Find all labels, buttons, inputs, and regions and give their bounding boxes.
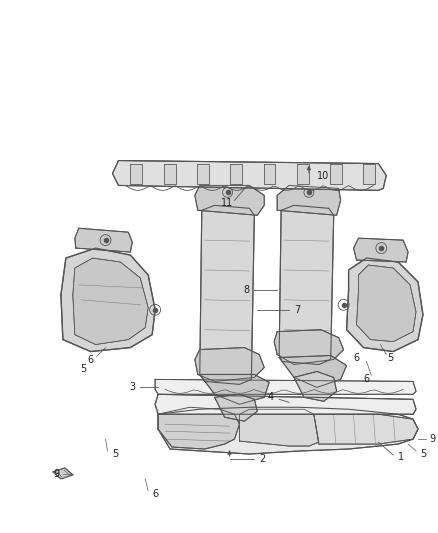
- Polygon shape: [230, 164, 242, 184]
- Text: 4: 4: [268, 392, 274, 402]
- Text: 9: 9: [430, 434, 436, 444]
- Polygon shape: [53, 468, 73, 479]
- Text: 6: 6: [152, 489, 158, 499]
- Text: 5: 5: [420, 449, 426, 459]
- Polygon shape: [200, 375, 269, 404]
- Polygon shape: [75, 228, 132, 252]
- Polygon shape: [164, 164, 176, 184]
- Text: 2: 2: [259, 454, 265, 464]
- Polygon shape: [240, 409, 319, 446]
- Polygon shape: [200, 205, 254, 384]
- Polygon shape: [353, 238, 408, 262]
- Polygon shape: [197, 164, 209, 184]
- Polygon shape: [274, 330, 344, 365]
- Polygon shape: [131, 164, 142, 184]
- Polygon shape: [215, 394, 257, 421]
- Polygon shape: [195, 185, 264, 215]
- Text: 5: 5: [81, 365, 87, 375]
- Polygon shape: [73, 258, 148, 345]
- Text: 6: 6: [364, 374, 370, 384]
- Polygon shape: [357, 265, 416, 342]
- Text: 3: 3: [129, 382, 135, 392]
- Polygon shape: [158, 407, 240, 449]
- Polygon shape: [195, 348, 264, 382]
- Polygon shape: [158, 407, 418, 454]
- Text: 6: 6: [88, 354, 94, 365]
- Polygon shape: [279, 205, 334, 365]
- Polygon shape: [113, 160, 386, 190]
- Polygon shape: [155, 394, 416, 414]
- Polygon shape: [264, 164, 276, 184]
- Polygon shape: [346, 258, 423, 352]
- Polygon shape: [279, 356, 346, 387]
- Text: 7: 7: [294, 305, 300, 315]
- Text: 9: 9: [53, 469, 59, 479]
- Polygon shape: [364, 164, 375, 184]
- Text: 6: 6: [353, 352, 360, 362]
- Polygon shape: [297, 164, 309, 184]
- Polygon shape: [155, 379, 416, 394]
- Text: 8: 8: [243, 285, 249, 295]
- Polygon shape: [330, 164, 342, 184]
- Polygon shape: [277, 185, 341, 215]
- Polygon shape: [314, 414, 418, 444]
- Polygon shape: [294, 372, 337, 401]
- Text: 1: 1: [398, 452, 404, 462]
- Text: 11: 11: [222, 198, 234, 208]
- Text: 5: 5: [112, 449, 119, 459]
- Text: 5: 5: [387, 352, 393, 362]
- Polygon shape: [61, 248, 155, 352]
- Text: 10: 10: [317, 172, 329, 181]
